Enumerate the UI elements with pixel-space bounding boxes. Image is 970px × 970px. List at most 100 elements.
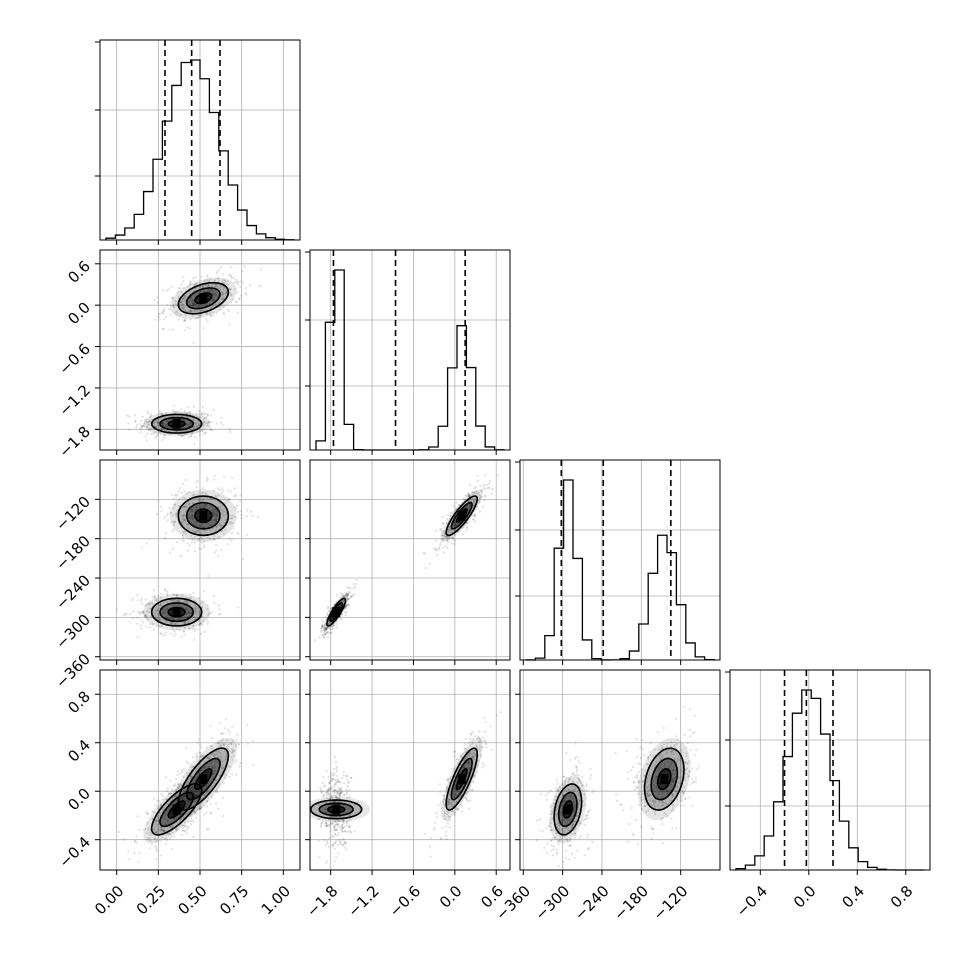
sample-point <box>147 423 150 426</box>
sample-point <box>215 525 218 528</box>
sample-point <box>201 309 204 312</box>
sample-point <box>554 787 558 790</box>
sample-point <box>194 811 197 814</box>
sample-point <box>144 420 147 423</box>
sample-point <box>564 857 567 860</box>
sample-point <box>333 771 336 775</box>
sample-point <box>217 554 220 558</box>
sample-point <box>206 522 209 525</box>
sample-point <box>347 598 350 601</box>
sample-point <box>235 745 238 748</box>
sample-point <box>213 771 216 775</box>
sample-point <box>329 823 332 827</box>
sample-point <box>457 808 460 811</box>
sample-point <box>440 837 443 840</box>
sample-point <box>328 781 331 784</box>
sample-point <box>478 497 481 500</box>
sample-point <box>191 785 195 788</box>
sample-point <box>468 751 472 754</box>
sample-point <box>557 821 560 824</box>
sample-point <box>179 801 182 804</box>
sample-point <box>187 406 190 409</box>
sample-point <box>191 517 195 520</box>
sample-point <box>162 828 165 831</box>
sample-point <box>468 752 471 755</box>
sample-point <box>321 633 325 637</box>
sample-point <box>144 418 147 421</box>
sample-point <box>574 832 577 835</box>
sample-point <box>448 536 451 539</box>
sample-point <box>155 840 158 843</box>
sample-point <box>192 427 195 430</box>
sample-point <box>577 823 580 826</box>
sample-point <box>198 304 201 308</box>
sample-point <box>215 524 218 527</box>
sample-point <box>350 594 354 597</box>
sample-point <box>481 490 484 493</box>
sample-point <box>323 633 327 636</box>
sample-point <box>201 285 205 288</box>
sample-point <box>176 600 179 603</box>
sample-point <box>227 765 230 768</box>
sample-point <box>214 513 217 516</box>
sample-point <box>328 826 331 829</box>
sample-point <box>211 510 215 513</box>
sample-point <box>218 308 221 312</box>
sample-point <box>335 600 338 603</box>
sample-point <box>230 539 233 542</box>
sample-point <box>163 434 167 437</box>
sample-point <box>336 819 339 822</box>
sample-point <box>137 860 140 863</box>
sample-point <box>183 519 187 522</box>
sample-point <box>200 541 204 544</box>
sample-point <box>162 318 165 321</box>
sample-point <box>187 513 190 516</box>
sample-point <box>221 293 225 296</box>
sample-point <box>206 413 209 416</box>
sample-point <box>184 478 187 482</box>
sample-point <box>193 810 196 813</box>
sample-point <box>215 789 218 792</box>
sample-point <box>183 318 187 321</box>
sample-point <box>182 617 185 621</box>
sample-point <box>329 607 332 610</box>
hist-panel-3 <box>515 459 721 665</box>
sample-point <box>328 781 331 785</box>
sample-point <box>466 526 469 529</box>
sample-point <box>211 759 214 763</box>
sample-point <box>218 506 221 509</box>
sample-point <box>455 808 458 811</box>
sample-point <box>484 739 487 743</box>
sample-point <box>168 809 171 813</box>
sample-point <box>207 828 210 831</box>
sample-point <box>187 285 190 288</box>
sample-point <box>343 594 346 597</box>
sample-point <box>193 616 196 619</box>
sample-point <box>454 522 457 525</box>
sample-point <box>194 435 197 439</box>
sample-point <box>200 303 204 306</box>
sample-point <box>578 762 581 765</box>
sample-point <box>187 781 190 784</box>
sample-point <box>335 765 338 768</box>
sample-point <box>479 755 482 758</box>
sample-point <box>189 593 192 596</box>
sample-point <box>202 285 205 289</box>
sample-point <box>468 504 472 507</box>
sample-point <box>565 849 568 853</box>
sample-point <box>465 755 469 758</box>
sample-point <box>317 818 320 821</box>
sample-point <box>464 749 468 752</box>
sample-point <box>442 794 445 797</box>
sample-point <box>453 811 457 815</box>
sample-point <box>198 498 201 501</box>
sample-point <box>592 789 596 792</box>
sample-point <box>467 807 470 810</box>
sample-point <box>330 776 333 780</box>
sample-point <box>184 824 187 827</box>
sample-point <box>165 607 168 611</box>
sample-point <box>188 814 191 818</box>
sample-point <box>200 526 204 529</box>
sample-point <box>221 424 224 427</box>
sample-point <box>145 613 148 616</box>
